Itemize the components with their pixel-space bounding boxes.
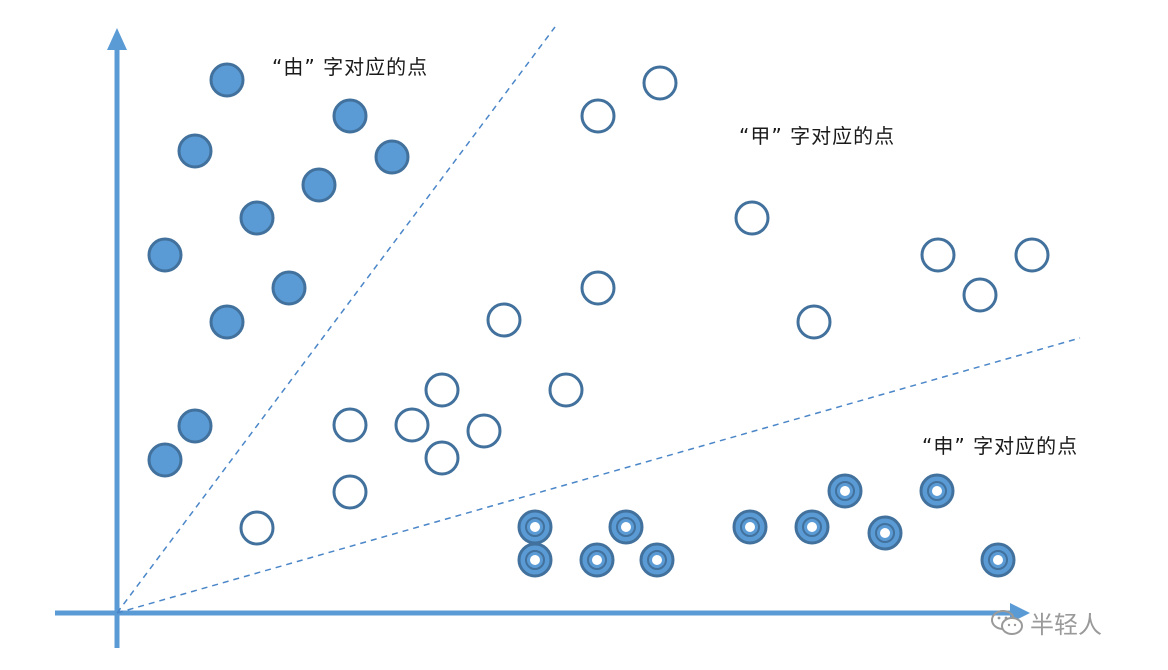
watermark: 半轻人 — [990, 605, 1102, 640]
point-jia-2 — [734, 200, 770, 236]
y-axis-arrow — [107, 28, 127, 50]
point-jia-3 — [920, 237, 956, 273]
point-shen-8 — [579, 542, 615, 578]
point-shen-5 — [919, 473, 955, 509]
point-jia-16 — [239, 510, 275, 546]
point-shen-9 — [639, 542, 675, 578]
point-shen-6 — [867, 515, 903, 551]
point-you-2 — [332, 98, 368, 134]
point-jia-7 — [796, 304, 832, 340]
point-jia-11 — [394, 407, 430, 443]
watermark-text: 半轻人 — [1030, 611, 1102, 639]
divider-line-lower — [116, 337, 1081, 614]
points-layer — [147, 62, 1050, 578]
point-shen-1 — [608, 509, 644, 545]
point-you-6 — [147, 237, 183, 273]
point-you-1 — [177, 133, 213, 169]
point-jia-6 — [580, 270, 616, 306]
point-jia-5 — [962, 277, 998, 313]
point-jia-10 — [548, 372, 584, 408]
point-shen-0 — [517, 509, 553, 545]
point-you-4 — [301, 167, 337, 203]
point-jia-8 — [486, 302, 522, 338]
point-you-8 — [209, 304, 245, 340]
point-shen-4 — [827, 473, 863, 509]
label-jia-points: “甲” 字对应的点 — [739, 124, 896, 148]
point-jia-12 — [466, 413, 502, 449]
label-you-points: “由” 字对应的点 — [272, 55, 429, 79]
point-jia-15 — [332, 474, 368, 510]
point-shen-7 — [517, 542, 553, 578]
wechat-icon — [991, 609, 1023, 635]
point-shen-3 — [794, 509, 830, 545]
point-shen-2 — [732, 509, 768, 545]
point-shen-10 — [980, 542, 1016, 578]
point-jia-9 — [424, 372, 460, 408]
point-you-10 — [147, 442, 183, 478]
point-jia-13 — [332, 407, 368, 443]
point-you-5 — [239, 200, 275, 236]
point-you-0 — [209, 62, 245, 98]
point-jia-1 — [580, 98, 616, 134]
label-shen-points: “申” 字对应的点 — [922, 434, 1079, 458]
divider-line-upper — [116, 26, 556, 614]
point-jia-14 — [424, 440, 460, 476]
point-you-9 — [177, 408, 213, 444]
point-jia-4 — [1014, 237, 1050, 273]
point-jia-0 — [642, 65, 678, 101]
point-you-7 — [271, 270, 307, 306]
point-you-3 — [374, 139, 410, 175]
